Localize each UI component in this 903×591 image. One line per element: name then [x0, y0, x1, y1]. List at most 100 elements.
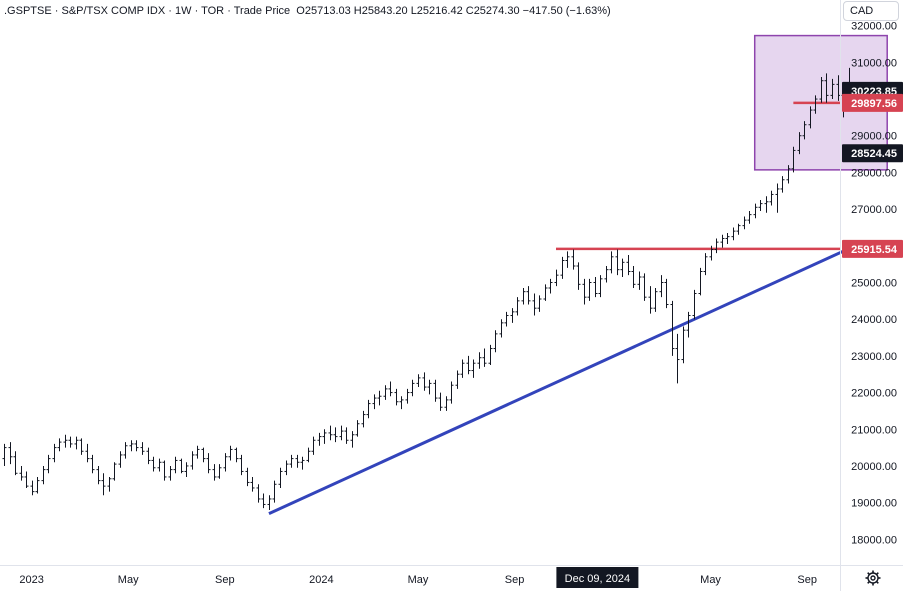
ohlc-bar — [521, 288, 526, 305]
ohlc-bar — [714, 238, 719, 254]
price-label-background — [842, 144, 903, 163]
crosshair-label-background — [556, 567, 639, 588]
price-axis[interactable]: 18000.00 19000.00 20000.00 21000.00 22000.00… — [851, 21, 897, 547]
ohlc-bar — [317, 432, 322, 446]
ohlc-bar — [764, 196, 769, 213]
ohlc-bar — [278, 467, 283, 488]
ohlc-bar — [582, 278, 587, 305]
change-value: −417.50 (−1.63%) — [522, 5, 611, 17]
ohlc-bar — [157, 458, 162, 472]
ohlc-bar — [692, 289, 697, 320]
price-tick-label: 19000.00 — [851, 498, 897, 510]
time-tick-label: Sep — [215, 574, 235, 586]
ohlc-bar — [184, 462, 189, 477]
ohlc-bar — [410, 379, 415, 397]
ohlc-bar — [168, 465, 173, 481]
ohlc-bar — [797, 132, 802, 155]
symbol-ticker[interactable]: .GSPTSE — [4, 5, 52, 17]
ohlc-bar — [637, 271, 642, 290]
ohlc-bar — [477, 352, 482, 369]
ohlc-bar — [377, 390, 382, 406]
ohlc-bar — [206, 453, 211, 474]
header-separator: · — [168, 5, 172, 17]
support-trendline[interactable] — [268, 249, 844, 516]
ohlc-bar — [272, 480, 277, 503]
ohlc-bar — [725, 232, 730, 244]
time-axis[interactable]: 2023 May Sep 2024 May Sep May Sep — [19, 574, 817, 586]
ohlc-bar — [96, 465, 101, 485]
ohlc-bar — [173, 456, 178, 474]
ohlc-bar — [24, 471, 29, 488]
ohlc-bar — [731, 227, 736, 241]
ohlc-bar — [504, 311, 509, 327]
ohlc-bar — [234, 447, 239, 463]
ohlc-bar — [786, 165, 791, 184]
ohlc-bar — [703, 253, 708, 276]
ohlc-bar — [565, 251, 570, 268]
ohlc-bar — [134, 440, 139, 452]
price-tick-label: 21000.00 — [851, 424, 897, 436]
ohlc-bar — [123, 442, 128, 459]
currency-selector[interactable]: CAD — [843, 1, 899, 21]
ohlc-bar — [383, 385, 388, 400]
gear-icon[interactable] — [864, 569, 882, 587]
ohlc-bar — [311, 436, 316, 455]
time-tick-label: 2023 — [19, 574, 43, 586]
ohlc-bar — [609, 251, 614, 274]
ohlc-bar — [670, 300, 675, 356]
ohlc-bar — [361, 410, 366, 428]
ohlc-bar — [140, 442, 145, 455]
ohlc-bar — [571, 249, 576, 270]
ohlc-bar — [709, 245, 714, 261]
price-label-background — [842, 239, 903, 258]
low-value: L25216.42 — [410, 5, 463, 17]
ohlc-bar — [554, 269, 559, 287]
ohlc-bar — [355, 420, 360, 437]
ohlc-bar — [753, 203, 758, 219]
resistance-lines[interactable] — [556, 101, 840, 251]
ohlc-bar — [2, 443, 7, 466]
ohlc-bar — [659, 275, 664, 298]
ohlc-bar — [223, 453, 228, 472]
ohlc-bar — [13, 451, 18, 476]
ohlc-bar — [653, 288, 658, 312]
ohlc-bar — [350, 431, 355, 448]
ohlc-bar — [791, 146, 796, 173]
ohlc-bar — [775, 183, 780, 213]
ohlc-bar — [626, 254, 631, 276]
ohlc-bar — [328, 425, 333, 441]
interval-label[interactable]: 1W — [175, 5, 192, 17]
ohlc-bar — [306, 447, 311, 463]
time-tick-label: May — [700, 574, 721, 586]
ohlc-bar — [228, 445, 233, 461]
ohlc-bar — [510, 308, 515, 323]
ohlc-bar — [548, 278, 553, 294]
ohlc-bar — [57, 438, 62, 452]
open-value: O25713.03 — [296, 5, 351, 17]
ohlc-bar — [631, 265, 636, 289]
ohlc-bar — [466, 355, 471, 375]
ohlc-bar — [515, 297, 520, 316]
ohlc-bar — [35, 476, 40, 494]
price-type-label[interactable]: Trade Price — [233, 5, 291, 17]
ohlc-bar — [455, 370, 460, 389]
price-label-text: 28524.45 — [851, 148, 897, 160]
price-tick-label: 23000.00 — [851, 351, 897, 363]
ohlc-bar — [79, 438, 84, 455]
ohlc-bar — [758, 199, 763, 211]
ohlc-bar — [532, 293, 537, 316]
ohlc-bar — [256, 484, 261, 503]
ohlc-bar — [366, 399, 371, 419]
ohlc-bar — [19, 465, 24, 481]
ohlc-bar — [526, 286, 531, 305]
header-separator: · — [227, 5, 231, 17]
ohlc-bars — [2, 67, 852, 510]
ohlc-bar — [681, 326, 686, 364]
ohlc-bar — [593, 276, 598, 298]
ohlc-bar — [698, 267, 703, 296]
price-tick-label: 28000.00 — [851, 167, 897, 179]
ohlc-bar — [620, 258, 625, 277]
ohlc-bar — [295, 454, 300, 468]
